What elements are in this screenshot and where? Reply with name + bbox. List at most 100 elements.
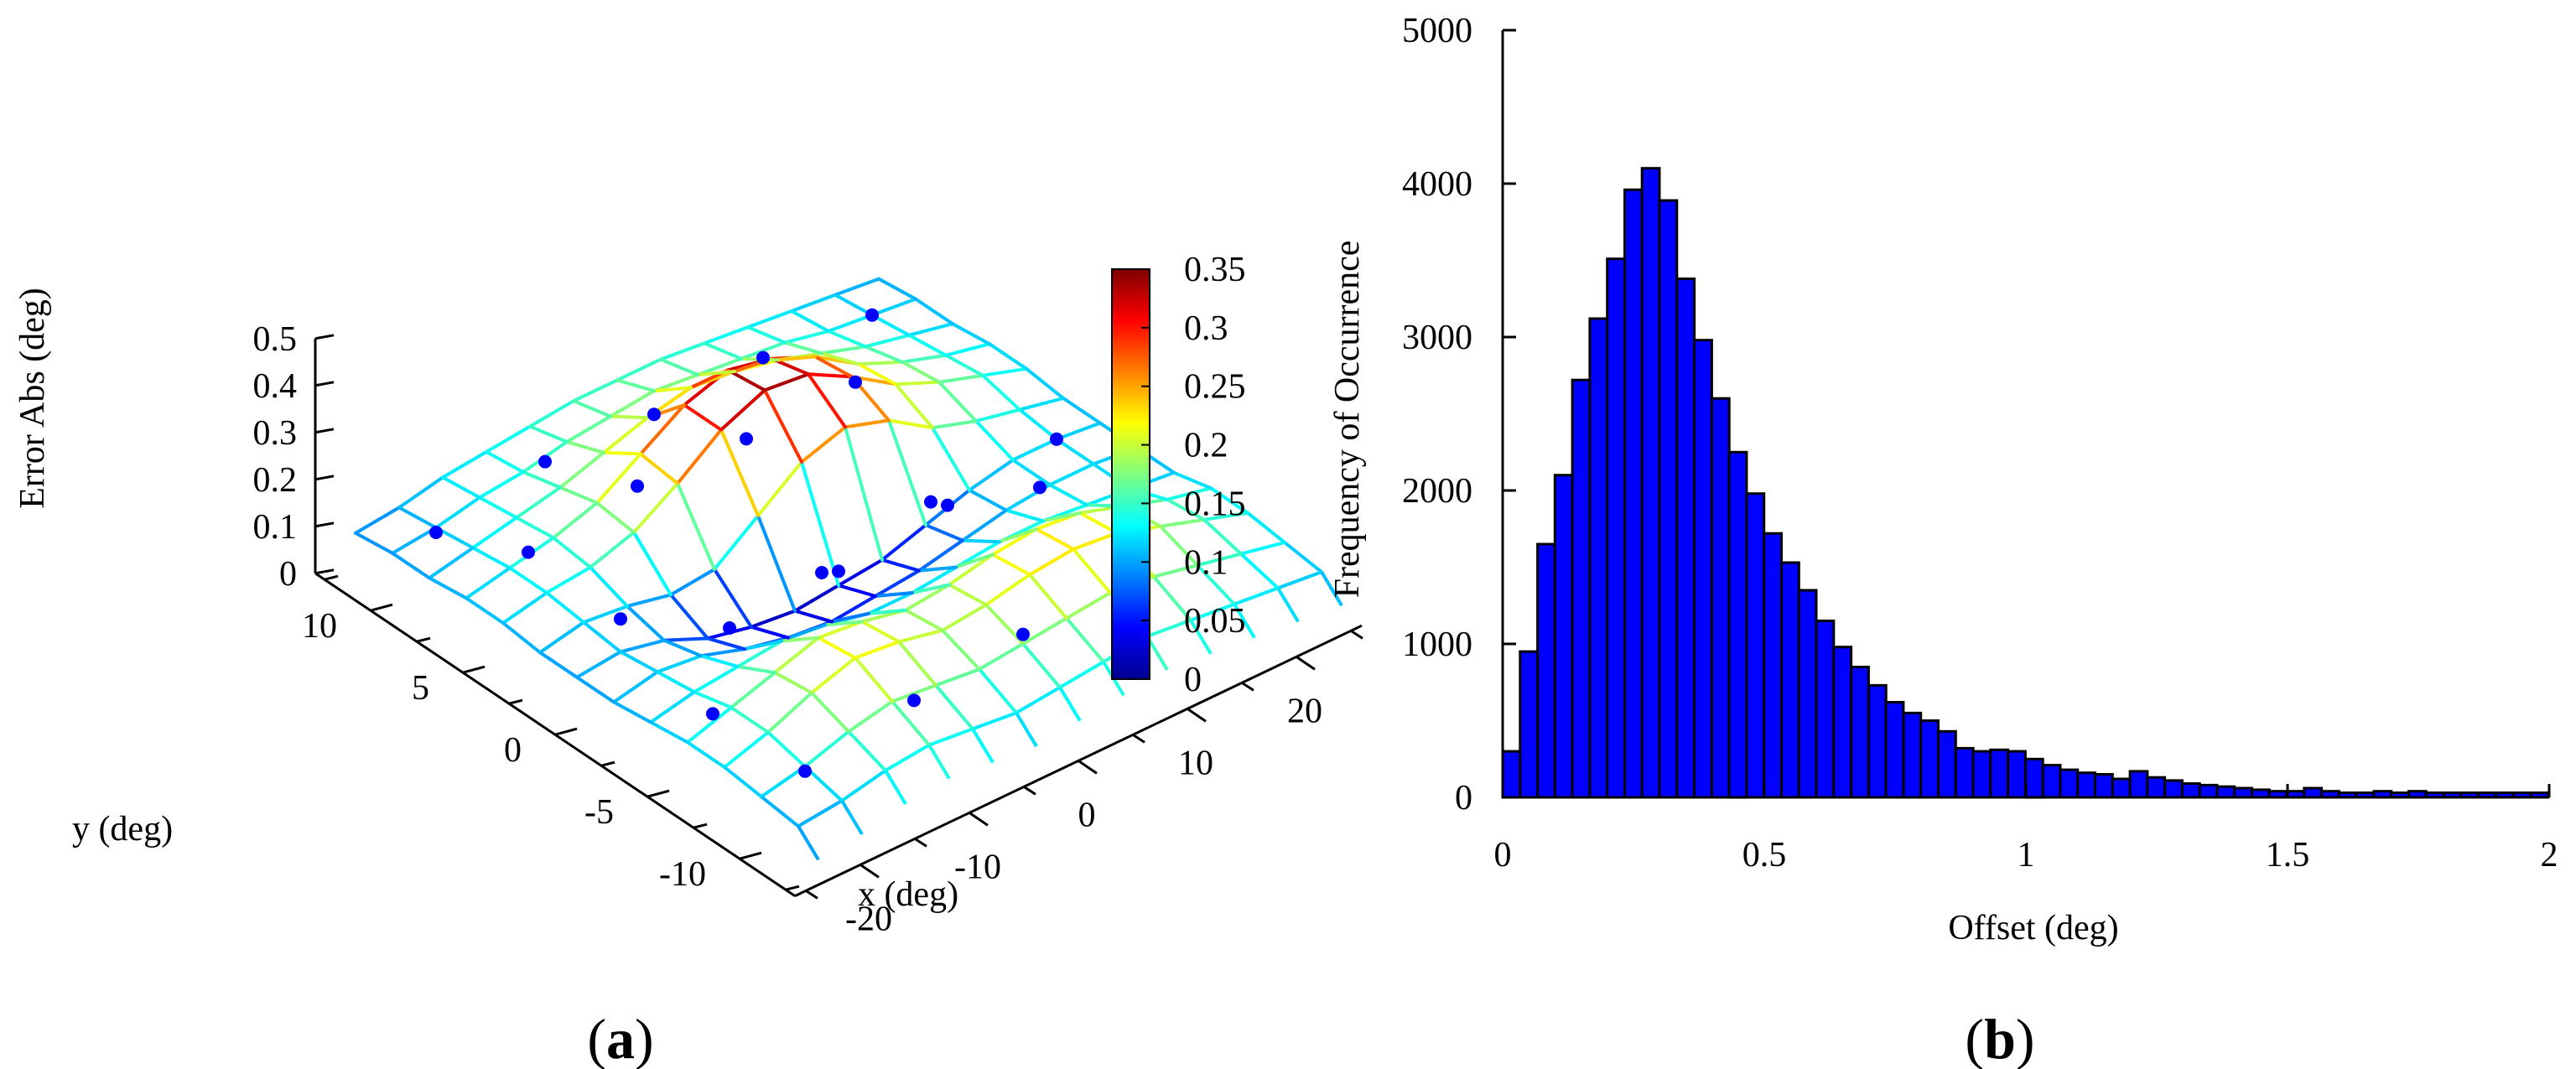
sample-point — [723, 621, 736, 635]
sample-point — [1016, 627, 1030, 641]
mesh-line-y — [830, 611, 870, 624]
mesh-line-x — [1015, 685, 1062, 715]
histogram-bar — [1919, 719, 1940, 799]
mesh-line-y — [575, 675, 615, 704]
mesh-line-y — [501, 621, 542, 655]
mesh-line-x — [984, 573, 1031, 607]
mesh-line-x — [891, 683, 937, 703]
mesh-line-x — [974, 407, 1021, 423]
mesh-line-x — [615, 357, 662, 382]
mesh-line-x — [844, 418, 891, 429]
histogram-bar — [2128, 770, 2149, 799]
mesh-line-y — [793, 609, 834, 624]
sample-point — [522, 545, 535, 559]
mesh-line-x — [1028, 547, 1075, 577]
sample-point — [631, 479, 644, 493]
mesh-line-x — [854, 640, 901, 660]
mesh-line-y — [465, 596, 505, 625]
mesh-edge-stub — [1320, 571, 1343, 607]
mesh-line-y — [951, 322, 991, 346]
histogram-bar — [2303, 786, 2324, 799]
mesh-line-x — [676, 428, 723, 485]
mesh-line-y — [968, 488, 1008, 512]
mesh-line-x — [941, 603, 988, 632]
mesh-line-x — [565, 414, 612, 444]
mesh-line-y — [602, 450, 642, 456]
x-tick — [969, 812, 989, 827]
mesh-line-y — [736, 665, 776, 675]
mesh-line-y — [589, 565, 629, 608]
mesh-line-y — [1239, 552, 1280, 590]
x-tick — [1187, 708, 1207, 723]
mesh-line-x — [1055, 421, 1102, 441]
colorbar-tick-label: 0.25 — [1184, 368, 1246, 407]
mesh-line-y — [609, 414, 649, 420]
histogram-bar — [1850, 666, 1870, 799]
y-tick-label: 0 — [504, 731, 522, 770]
mesh-line-x — [730, 671, 776, 709]
mesh-line-x — [750, 609, 797, 629]
mesh-line-x — [978, 641, 1025, 672]
x-tick — [1078, 760, 1098, 775]
x-tick — [1296, 656, 1316, 671]
mesh-line-x — [465, 566, 512, 600]
mesh-line-y — [441, 475, 481, 500]
mesh-line-x — [428, 546, 475, 580]
histogram-bar — [1763, 532, 1783, 799]
mesh-line-y — [612, 700, 652, 724]
mesh-line-x — [807, 372, 854, 379]
mesh-line-y — [1021, 641, 1062, 689]
mesh-edge-stub — [797, 825, 820, 861]
mesh-line-y — [1005, 508, 1045, 523]
mesh-line-y — [1196, 563, 1236, 606]
mesh-line-x — [686, 705, 733, 745]
mesh-line-x — [944, 342, 991, 357]
mesh-line-x — [797, 799, 844, 828]
histogram-y-tick-label: 4000 — [1402, 165, 1472, 204]
mesh-line-y — [974, 419, 1015, 462]
mesh-line-x — [934, 667, 981, 688]
mesh-line-y — [619, 650, 659, 674]
z-tick — [314, 475, 335, 481]
mesh-line-x — [649, 690, 696, 724]
z-tick-label: 0.4 — [253, 367, 298, 406]
mesh-line-x — [763, 372, 810, 392]
x-tick-label: 20 — [1287, 692, 1322, 730]
mesh-line-x — [485, 424, 532, 454]
histogram-bar — [1815, 620, 1836, 799]
sample-point — [865, 308, 879, 322]
z-tick-label: 0.3 — [253, 414, 298, 453]
z-tick-label: 0.5 — [253, 320, 298, 359]
histogram-bar — [1710, 397, 1731, 799]
mesh-line-x — [652, 373, 699, 393]
mesh-line-x — [736, 639, 783, 668]
mesh-line-y — [978, 667, 1018, 715]
mesh-line-y — [1202, 517, 1243, 556]
mesh-line-x — [575, 650, 622, 679]
y-tick-label: -5 — [584, 793, 614, 832]
mesh-edge-stub — [884, 769, 907, 806]
mesh-line-y — [897, 640, 937, 688]
x-minor-tick — [1023, 786, 1036, 796]
mesh-line-y — [354, 531, 394, 555]
mesh-line-x — [911, 565, 958, 594]
mesh-line-x — [820, 345, 867, 355]
mesh-line-x — [354, 506, 401, 535]
histogram-bar — [1553, 474, 1574, 799]
mesh-line-y — [478, 496, 518, 520]
mesh-line-x — [847, 699, 894, 734]
mesh-line-x — [582, 605, 629, 625]
histogram-bar — [1780, 561, 1800, 799]
mesh-line-y — [397, 506, 438, 530]
mesh-line-y — [998, 527, 1038, 544]
sample-point — [429, 526, 443, 539]
mesh-line-x — [471, 516, 518, 550]
panel-b-label: (b) — [1965, 1007, 2034, 1069]
mesh-line-x — [693, 665, 740, 694]
mesh-line-x — [1196, 552, 1243, 568]
mesh-line-y — [844, 425, 884, 562]
mesh-line-x — [760, 765, 807, 799]
mesh-line-x — [803, 729, 850, 769]
mesh-line-y — [914, 297, 954, 326]
mesh-line-y — [1011, 458, 1052, 487]
